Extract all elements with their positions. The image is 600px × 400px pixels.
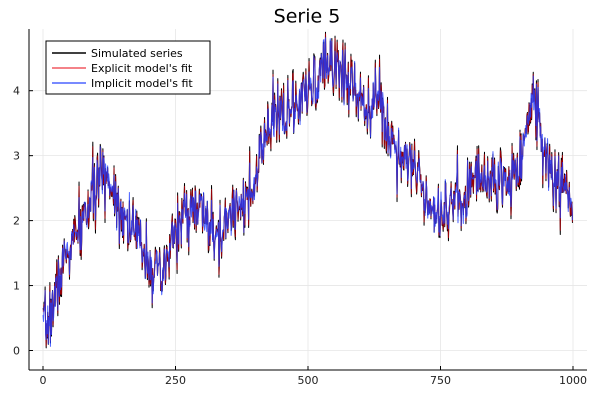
chart-title: Serie 5 bbox=[274, 6, 341, 28]
legend: Simulated series Explicit model's fit Impl… bbox=[45, 40, 211, 95]
y-tick-label: 2 bbox=[13, 215, 20, 228]
x-tick-label: 500 bbox=[298, 374, 319, 387]
y-tick-label: 4 bbox=[13, 85, 20, 98]
series-lines bbox=[42, 31, 573, 349]
x-tick-label: 250 bbox=[165, 374, 186, 387]
legend-label-0: Simulated series bbox=[91, 47, 183, 60]
x-tick-label: 750 bbox=[430, 374, 451, 387]
axes bbox=[28, 29, 587, 371]
legend-label-1: Explicit model's fit bbox=[91, 62, 193, 75]
x-tick-label: 1000 bbox=[559, 374, 587, 387]
series-line-2 bbox=[42, 37, 573, 347]
y-tick-label: 1 bbox=[13, 280, 20, 293]
legend-label-2: Implicit model's fit bbox=[91, 77, 193, 90]
x-tick-label: 0 bbox=[40, 374, 47, 387]
tick-labels: 0 250 500 750 1000 0 1 2 3 4 bbox=[13, 85, 587, 387]
y-tick-label: 0 bbox=[13, 345, 20, 358]
y-tick-label: 3 bbox=[13, 150, 20, 163]
